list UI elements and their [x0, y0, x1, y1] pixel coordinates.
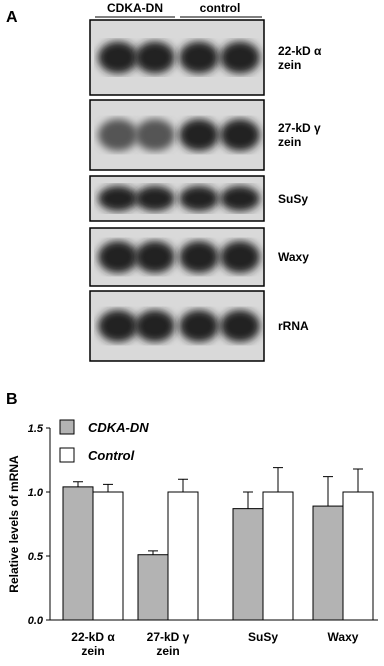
- legend-swatch: [59, 419, 75, 435]
- error-bar: [353, 468, 363, 492]
- y-tick-label: 1.0: [28, 487, 44, 499]
- bar: [262, 491, 294, 621]
- blot-band: [220, 241, 260, 273]
- error-bar: [243, 491, 253, 509]
- blot-row-label: Waxy: [278, 250, 309, 264]
- panel-label: A: [6, 9, 18, 26]
- blot-band: [135, 310, 175, 342]
- blot-band: [179, 41, 219, 74]
- blot-band: [220, 310, 260, 342]
- blot-row-label: SuSy: [278, 191, 309, 206]
- bar: [232, 508, 264, 621]
- blot-band: [135, 119, 175, 151]
- x-tick-label: SuSy: [247, 630, 278, 644]
- error-bar: [148, 550, 158, 555]
- blot-row-label: rRNA: [278, 319, 309, 333]
- column-label: CDKA-DN: [107, 1, 163, 15]
- x-tick-label: Waxy: [327, 630, 359, 644]
- blot-row-label: 22-kD α zein: [278, 43, 322, 72]
- blot-band: [98, 185, 138, 212]
- bar: [137, 554, 169, 621]
- bar: [92, 491, 124, 621]
- y-axis-title: Relative levels of mRNA: [7, 455, 21, 593]
- blot-band: [179, 310, 219, 342]
- blot-band: [135, 185, 175, 212]
- column-label: control: [200, 1, 241, 15]
- error-bar: [178, 478, 188, 492]
- blot-band: [220, 185, 260, 212]
- blot-band: [179, 119, 219, 151]
- y-tick-label: 0.0: [28, 615, 44, 627]
- error-bar: [103, 483, 113, 492]
- blot-band: [220, 41, 260, 74]
- x-tick-label: 27-kD γ zein: [146, 630, 190, 658]
- blot-band: [98, 310, 138, 342]
- blot-band: [179, 185, 219, 212]
- error-bar: [273, 467, 283, 492]
- blot-band: [98, 41, 138, 74]
- blot-band: [98, 119, 138, 151]
- error-bar: [323, 476, 333, 507]
- legend-swatch: [59, 447, 75, 463]
- panel-label: B: [6, 391, 18, 408]
- bar: [62, 486, 94, 621]
- blot-band: [135, 241, 175, 273]
- bar: [312, 505, 344, 621]
- y-tick-label: 0.5: [28, 551, 44, 563]
- blot-band: [98, 241, 138, 273]
- blot-row-label: 27-kD γ zein: [278, 121, 321, 149]
- legend-label: CDKA-DN: [88, 420, 149, 435]
- blot-band: [220, 119, 260, 151]
- bar: [167, 491, 199, 621]
- y-tick-label: 1.5: [28, 423, 44, 435]
- blot-band: [135, 41, 175, 74]
- error-bar: [73, 481, 83, 487]
- x-tick-label: 22-kD α zein: [71, 630, 115, 658]
- blot-band: [179, 241, 219, 273]
- legend-label: Control: [88, 448, 135, 463]
- bar: [342, 491, 374, 621]
